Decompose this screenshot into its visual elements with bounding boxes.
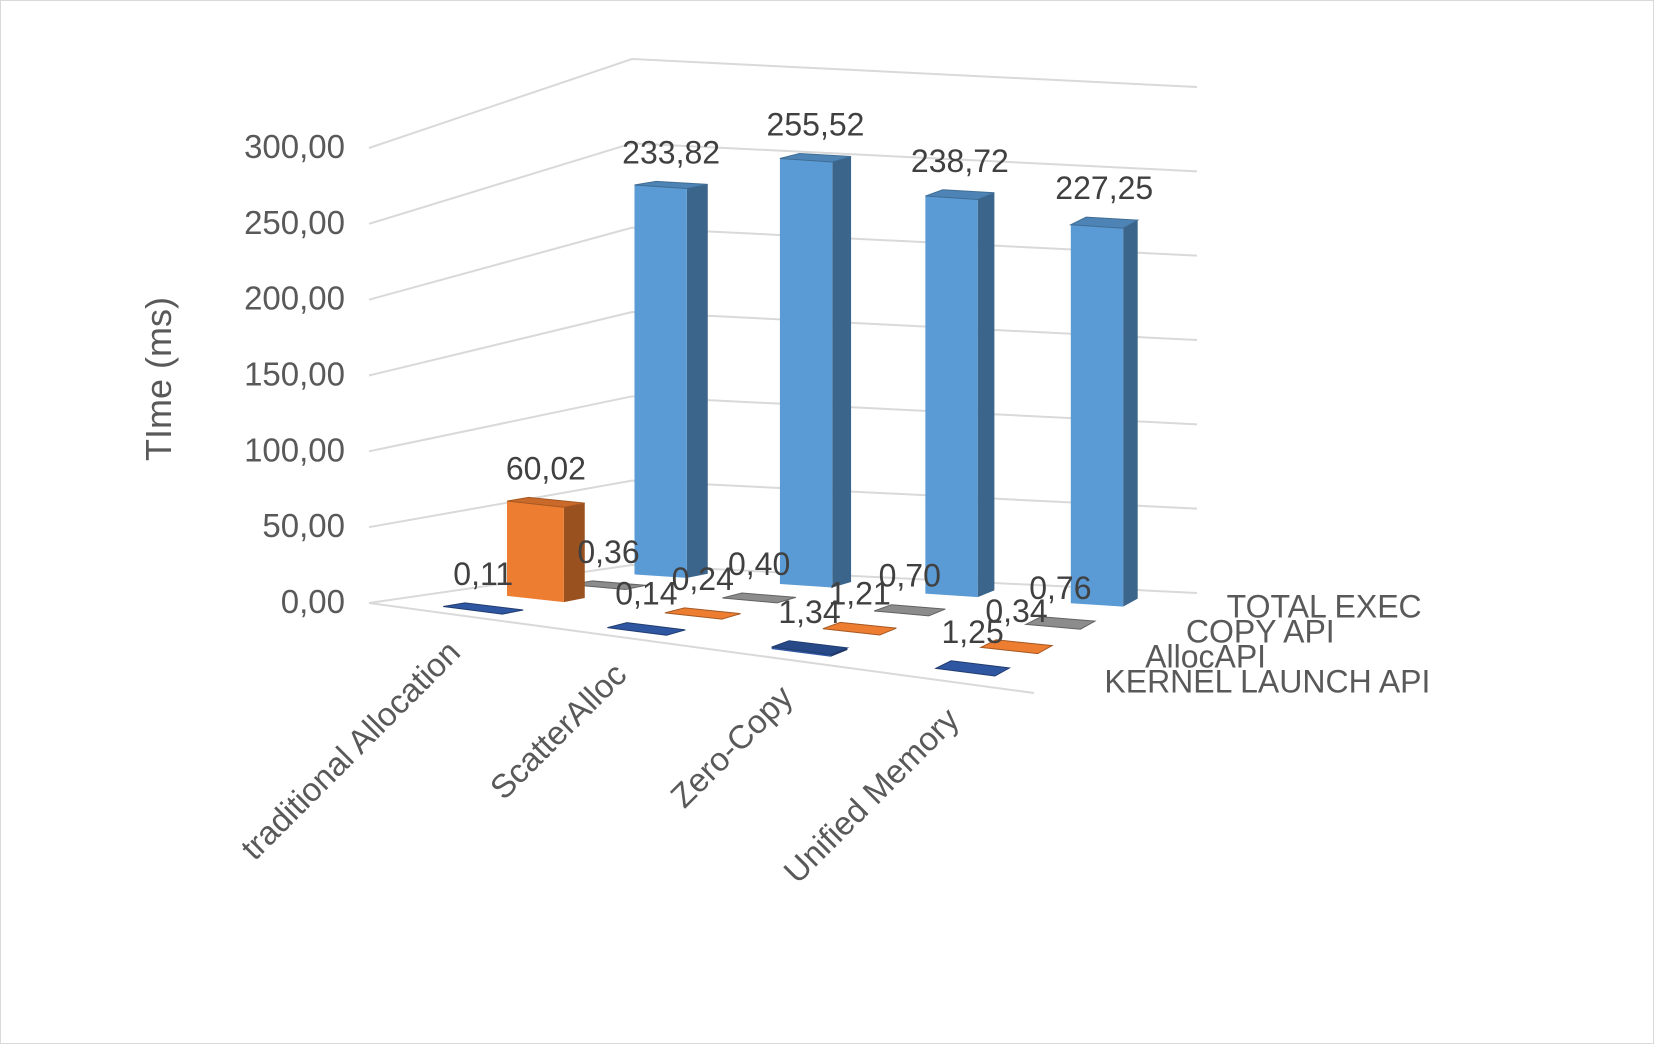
data-label: 0,24 (672, 561, 734, 597)
y-axis-title: TIme (ms) (138, 297, 179, 461)
bar-top (570, 580, 647, 590)
bar-top (779, 153, 852, 163)
data-label: 233,82 (622, 134, 720, 170)
bar (570, 580, 647, 590)
bar (634, 180, 708, 578)
gridline (368, 142, 1198, 225)
bar (722, 592, 796, 604)
bar-front (779, 158, 833, 588)
bar (1023, 616, 1097, 630)
bar-front (1070, 224, 1124, 607)
data-label: 60,02 (506, 450, 586, 486)
gridline (368, 563, 1198, 604)
y-tick-label: 300,00 (244, 128, 345, 165)
bar (664, 607, 741, 620)
bar-front (925, 196, 978, 598)
bars (443, 153, 1140, 677)
data-label: 0,11 (453, 556, 513, 592)
bar (822, 621, 897, 636)
gridline (368, 479, 1198, 529)
bar-top (822, 621, 897, 636)
y-tick-label: 150,00 (244, 356, 345, 393)
bar-side (977, 192, 995, 598)
bar (1068, 216, 1140, 607)
category-label: traditional Allocation (233, 633, 467, 867)
bar-top (925, 189, 995, 201)
gridlines (368, 57, 1198, 694)
data-label: 1,25 (941, 614, 1003, 650)
bar (934, 660, 1012, 677)
bar-side (1123, 220, 1138, 607)
bar (925, 189, 995, 598)
bar-top (771, 640, 850, 656)
category-label: Zero-Copy (663, 678, 800, 815)
y-tick-label: 250,00 (244, 204, 345, 241)
gridline (368, 226, 1198, 301)
data-label: 227,25 (1055, 170, 1153, 206)
y-tick-labels: 0,00 50,00 100,00 150,00 200,00 250,00 300,00 (244, 128, 345, 620)
bar-top (1023, 616, 1097, 630)
series-label: COPY API (1186, 614, 1335, 650)
bar-side (563, 503, 585, 603)
bar (979, 639, 1054, 655)
series-label: TOTAL EXEC (1227, 589, 1422, 625)
bar-top (506, 496, 585, 508)
bar (873, 604, 946, 617)
bar-top (607, 622, 686, 636)
data-label: 0,76 (1029, 570, 1091, 606)
bar-front (634, 185, 687, 578)
bar-top (873, 604, 946, 617)
series-label: KERNEL LAUNCH API (1104, 664, 1430, 700)
y-tick-label: 0,00 (281, 583, 345, 620)
y-tick-label: 50,00 (262, 507, 345, 544)
category-label: ScatterAlloc (483, 656, 634, 807)
category-labels: traditional Allocation ScatterAlloc Zero-C… (233, 633, 966, 890)
bar-top (934, 660, 1012, 677)
bar (506, 496, 585, 603)
series-label: AllocAPI (1145, 639, 1266, 675)
bar (607, 622, 686, 636)
y-tick-label: 100,00 (244, 431, 345, 468)
bar-top (634, 180, 708, 189)
y-tick-label: 200,00 (244, 280, 345, 317)
bar-front (506, 501, 564, 603)
data-label: 0,36 (577, 534, 639, 570)
gridline (368, 310, 1198, 377)
data-label: 0,40 (728, 546, 790, 582)
data-label: 1,34 (778, 594, 840, 630)
bar-side (686, 184, 708, 578)
floor-front-edge (368, 602, 1035, 694)
category-label: Unified Memory (776, 700, 966, 890)
gridline (368, 395, 1198, 453)
data-label: 0,14 (615, 576, 677, 612)
data-label: 0,34 (985, 593, 1047, 629)
bar-side (832, 156, 852, 588)
bar (771, 640, 850, 657)
bar (779, 153, 852, 588)
bar (443, 602, 524, 615)
gridline (368, 57, 1198, 149)
bar-top (664, 607, 741, 620)
bar-top (443, 602, 524, 615)
bar-top (979, 639, 1054, 655)
data-label: 255,52 (767, 107, 865, 143)
bar-front (771, 647, 831, 657)
bar-top (1068, 216, 1140, 229)
data-label: 0,70 (879, 558, 941, 594)
bar-top (722, 592, 796, 604)
data-label: 238,72 (911, 143, 1009, 179)
data-label: 1,21 (828, 575, 890, 611)
data-labels: 227,25 238,72 255,52 233,82 0,76 0,70 0,40 0,36… (453, 107, 1153, 650)
